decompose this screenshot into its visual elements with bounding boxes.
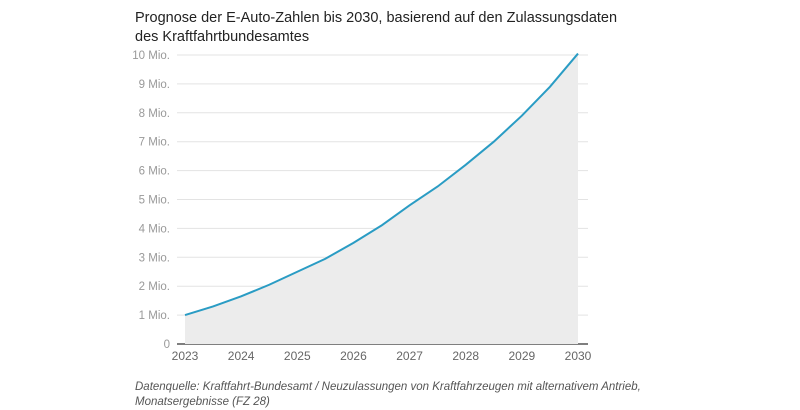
y-tick-label: 5 Mio. <box>139 195 170 207</box>
y-tick-label: 9 Mio. <box>139 79 170 91</box>
y-tick-label: 8 Mio. <box>139 108 170 120</box>
area-chart: 0 1 Mio. 2 Mio. 3 Mio. 4 Mio. 5 Mio. 6 Mio. 7 M… <box>0 0 800 400</box>
y-tick-label: 10 Mio. <box>132 50 170 62</box>
x-tick-label: 2024 <box>228 349 255 363</box>
source-note: Datenquelle: Kraftfahrt-Bundesamt / Neuz… <box>135 380 655 410</box>
y-tick-label: 1 Mio. <box>139 310 170 322</box>
y-tick-label: 0 <box>164 339 170 351</box>
x-tick-label: 2025 <box>284 349 311 363</box>
x-tick-label: 2027 <box>396 349 423 363</box>
area-fill <box>185 54 578 344</box>
x-tick-label: 2030 <box>565 349 592 363</box>
y-tick-label: 3 Mio. <box>139 252 170 264</box>
y-tick-label: 6 Mio. <box>139 166 170 178</box>
y-tick-label: 7 Mio. <box>139 137 170 149</box>
x-tick-label: 2029 <box>509 349 536 363</box>
x-tick-label: 2023 <box>172 349 199 363</box>
y-tick-label: 4 Mio. <box>139 223 170 235</box>
x-tick-label: 2026 <box>340 349 367 363</box>
y-tick-label: 2 Mio. <box>139 281 170 293</box>
x-tick-label: 2028 <box>452 349 479 363</box>
